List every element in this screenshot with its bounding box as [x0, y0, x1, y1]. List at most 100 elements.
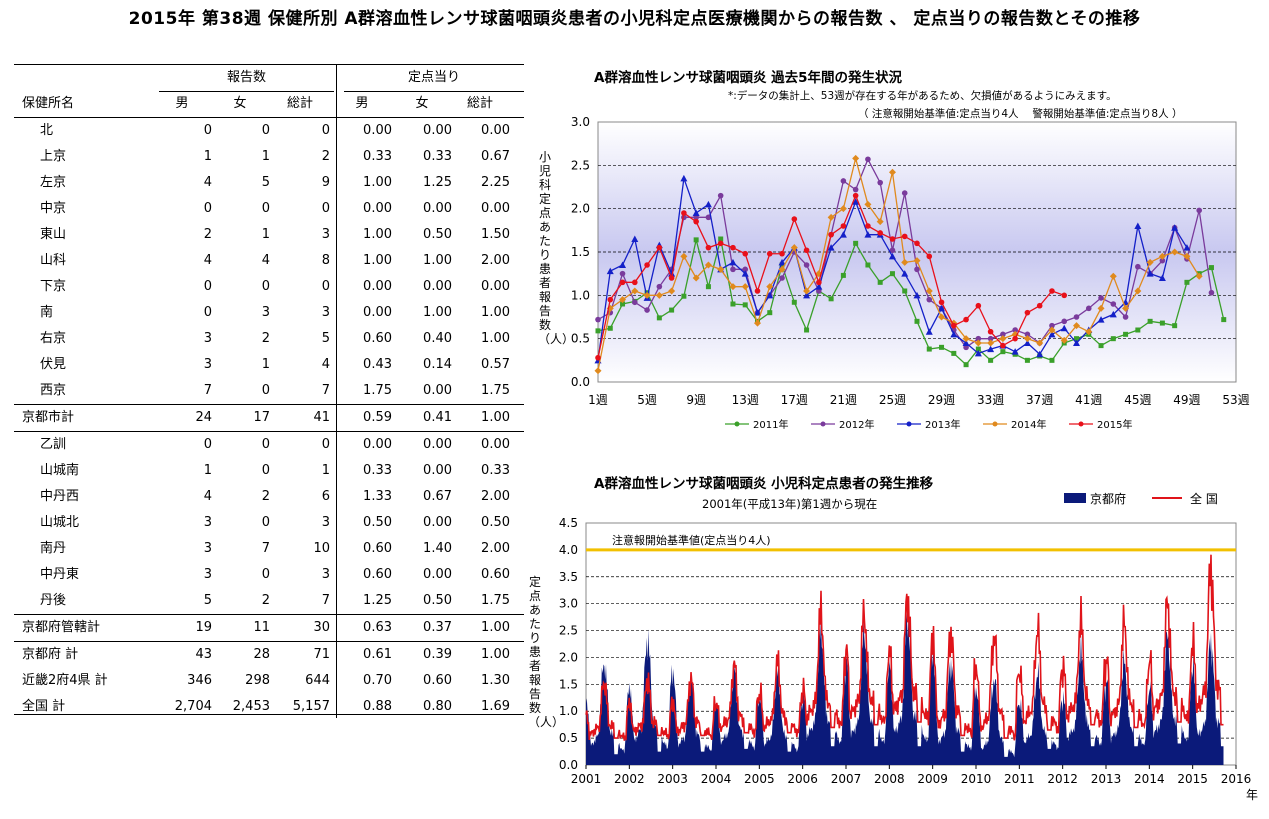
chart1-point [669, 307, 675, 313]
chart1-point [1110, 301, 1117, 307]
row-name: 右京 [40, 331, 67, 346]
chart1-point [852, 186, 859, 193]
cell-pm: 0.59 [363, 410, 392, 425]
chart2-xtick: 2004 [701, 772, 732, 786]
chart1-point [865, 156, 871, 163]
header-per-male: 男 [355, 96, 369, 111]
cell-f: 0 [261, 201, 270, 216]
chart1-point [840, 178, 847, 184]
chart1-point [1024, 331, 1031, 338]
header-group-reports: 報告数 [159, 65, 334, 92]
chart1-xtick: 5週 [637, 393, 657, 407]
chart1-point [827, 244, 835, 251]
chart1-point [1183, 244, 1191, 251]
cell-t: 7 [321, 593, 330, 608]
cell-pf: 0.14 [423, 357, 452, 372]
chart1-point [730, 301, 736, 307]
chart1-point [1024, 309, 1031, 316]
chart1-point [1221, 317, 1227, 323]
chart1-ylabel: 小児科定点あたり患者報告数（人） [538, 150, 575, 346]
chart1-point [804, 327, 810, 333]
cell-pt: 1.00 [481, 331, 510, 346]
cell-pf: 0.00 [423, 515, 452, 530]
chart1-point [1000, 331, 1006, 338]
chart1-point [718, 236, 724, 242]
chart2-ytick: 0.0 [559, 758, 578, 772]
chart1-point [644, 307, 650, 313]
cell-pt: 1.00 [481, 305, 510, 320]
cell-pt: 1.00 [481, 410, 510, 425]
chart1-point [1158, 274, 1166, 281]
chart1-point [1135, 327, 1141, 333]
chart1-point [619, 279, 626, 286]
chart1-xtick: 29週 [928, 393, 955, 407]
cell-pt: 0.00 [481, 123, 510, 138]
chart1-xtick: 1週 [588, 393, 608, 407]
chart1-ytick: 2.5 [571, 158, 590, 172]
cell-pt: 0.00 [481, 279, 510, 294]
cell-pf: 0.50 [423, 593, 452, 608]
chart1-point [717, 265, 725, 273]
cell-pf: 0.00 [423, 279, 452, 294]
chart2-legend-label: 全 国 [1190, 491, 1218, 506]
cell-pm: 0.00 [363, 279, 392, 294]
cell-t: 6 [321, 489, 330, 504]
chart1-point [619, 270, 626, 277]
cell-t: 5 [321, 331, 330, 346]
cell-pt: 0.57 [481, 357, 510, 372]
chart1-point [1049, 322, 1055, 329]
chart1-point [828, 231, 834, 238]
table-row: 山城北 3 0 3 0.50 0.00 0.50 [14, 510, 524, 536]
chart1-point [975, 302, 982, 309]
chart1-point [1000, 342, 1006, 349]
chart2-legend-swatch [1064, 493, 1086, 503]
chart1-point [1060, 324, 1068, 332]
chart1-ytick: 1.5 [571, 245, 590, 259]
row-name: 京都府管轄計 [22, 620, 101, 635]
chart1-legend-label: 2013年 [925, 418, 960, 431]
chart1-xtick: 53週 [1222, 393, 1249, 407]
cell-m: 0 [203, 305, 212, 320]
chart1-point [1012, 327, 1018, 333]
cell-pm: 0.70 [363, 673, 392, 688]
chart1-point [914, 240, 920, 247]
chart1-point [607, 296, 614, 303]
cell-t: 0 [321, 123, 330, 138]
chart1-point [692, 209, 700, 216]
cell-f: 2 [261, 331, 270, 346]
chart1-point [839, 231, 847, 238]
cell-pf: 0.67 [423, 489, 452, 504]
chart1-point [791, 216, 798, 222]
table-row: 山科 4 4 8 1.00 1.00 2.00 [14, 248, 524, 274]
chart1-point [1196, 207, 1202, 214]
row-name: 南 [40, 305, 54, 320]
chart1-xtick: 33週 [977, 393, 1004, 407]
chart1-point [1073, 314, 1080, 320]
cell-t: 71 [313, 647, 330, 662]
chart1-point [1110, 336, 1116, 342]
chart1-point [913, 291, 921, 299]
chart1-point [754, 309, 761, 316]
chart1-point [754, 288, 761, 294]
chart1-point [889, 236, 896, 242]
report-table: 報告数 定点当り 保健所名 男 女 総計 男 女 総計 北 0 0 0 0.00 0.00… [14, 64, 524, 720]
table-row: 京都府 計 43 28 71 0.61 0.39 1.00 [14, 641, 524, 668]
row-name: 全国 計 [22, 699, 66, 714]
chart1-point [1171, 248, 1179, 256]
chart1-point [914, 318, 920, 324]
chart1-point [1097, 304, 1105, 312]
table-row: 京都市計 24 17 41 0.59 0.41 1.00 [14, 404, 524, 431]
cell-pt: 1.69 [481, 699, 510, 714]
chart2-xlabel: 年 [1246, 788, 1258, 802]
cell-pf: 0.00 [423, 437, 452, 452]
cell-pt: 1.50 [481, 227, 510, 242]
cell-t: 3 [321, 227, 330, 242]
chart1-point [840, 272, 846, 278]
cell-t: 2 [321, 149, 330, 164]
chart1-point [1085, 328, 1093, 336]
table-row: 左京 4 5 9 1.00 1.25 2.25 [14, 170, 524, 196]
table-row: 南丹 3 7 10 0.60 1.40 2.00 [14, 536, 524, 562]
table-row: 伏見 3 1 4 0.43 0.14 0.57 [14, 352, 524, 378]
row-name: 乙訓 [40, 437, 67, 452]
table-row: 右京 3 2 5 0.60 0.40 1.00 [14, 326, 524, 352]
